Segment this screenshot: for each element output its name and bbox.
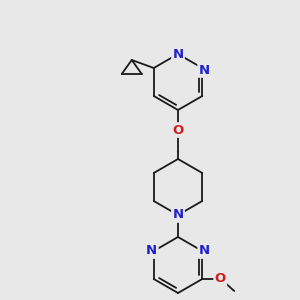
Text: N: N [146,244,157,257]
Text: N: N [172,47,184,61]
Text: O: O [172,124,184,136]
Text: O: O [214,272,226,286]
Text: N: N [199,64,210,76]
Text: N: N [199,244,210,257]
Text: N: N [172,208,184,221]
